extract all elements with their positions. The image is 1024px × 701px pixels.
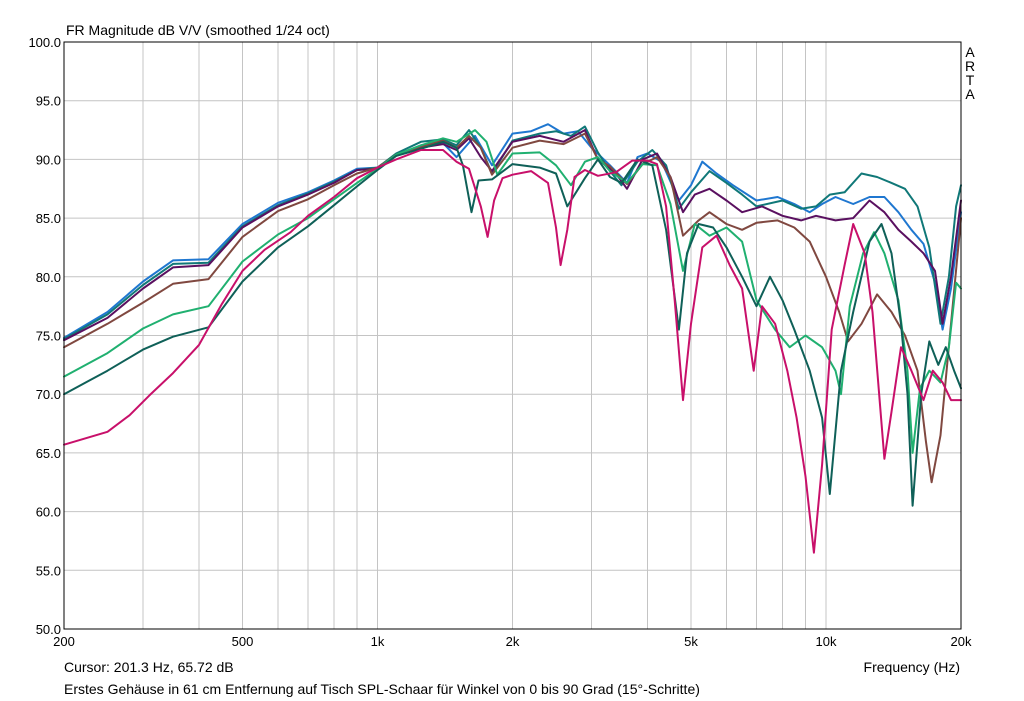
arta-brand-letter: T <box>966 72 975 88</box>
x-tick-label: 200 <box>53 634 75 649</box>
series-line-7 <box>63 149 962 554</box>
chart-caption: Erstes Gehäuse in 61 cm Entfernung auf T… <box>64 681 700 697</box>
y-tick-label: 85.0 <box>36 211 61 226</box>
x-tick-label: 1k <box>371 634 385 649</box>
y-tick-label: 65.0 <box>36 446 61 461</box>
y-tick-label: 50.0 <box>36 622 61 637</box>
y-tick-label: 75.0 <box>36 329 61 344</box>
x-tick-label: 2k <box>506 634 520 649</box>
y-tick-label: 95.0 <box>36 94 61 109</box>
series-line-3 <box>63 129 962 342</box>
y-tick-label: 60.0 <box>36 505 61 520</box>
series-line-6 <box>63 140 962 507</box>
x-tick-label: 500 <box>232 634 254 649</box>
cursor-readout: Cursor: 201.3 Hz, 65.72 dB <box>64 659 234 675</box>
x-tick-labels: 200 500 1k 2k 5k 10k 20k <box>53 634 972 649</box>
x-tick-label: 20k <box>951 634 972 649</box>
arta-brand-letter: A <box>965 44 975 60</box>
plot-frame <box>63 41 962 630</box>
y-tick-label: 55.0 <box>36 563 61 578</box>
x-axis-label: Frequency (Hz) <box>864 659 960 675</box>
y-tick-label: 100.0 <box>28 35 61 50</box>
y-tick-label: 90.0 <box>36 152 61 167</box>
arta-brand-letter: R <box>965 58 975 74</box>
y-tick-labels: 100.0 95.0 90.0 85.0 80.0 75.0 70.0 65.0 60.0 55.… <box>28 35 61 637</box>
y-tick-label: 80.0 <box>36 270 61 285</box>
grid <box>64 42 961 629</box>
arta-brand-letter: A <box>965 86 975 102</box>
x-tick-label: 5k <box>684 634 698 649</box>
series-group <box>63 123 962 554</box>
chart-title: FR Magnitude dB V/V (smoothed 1/24 oct) <box>66 22 330 38</box>
y-tick-label: 70.0 <box>36 387 61 402</box>
x-tick-label: 10k <box>816 634 837 649</box>
